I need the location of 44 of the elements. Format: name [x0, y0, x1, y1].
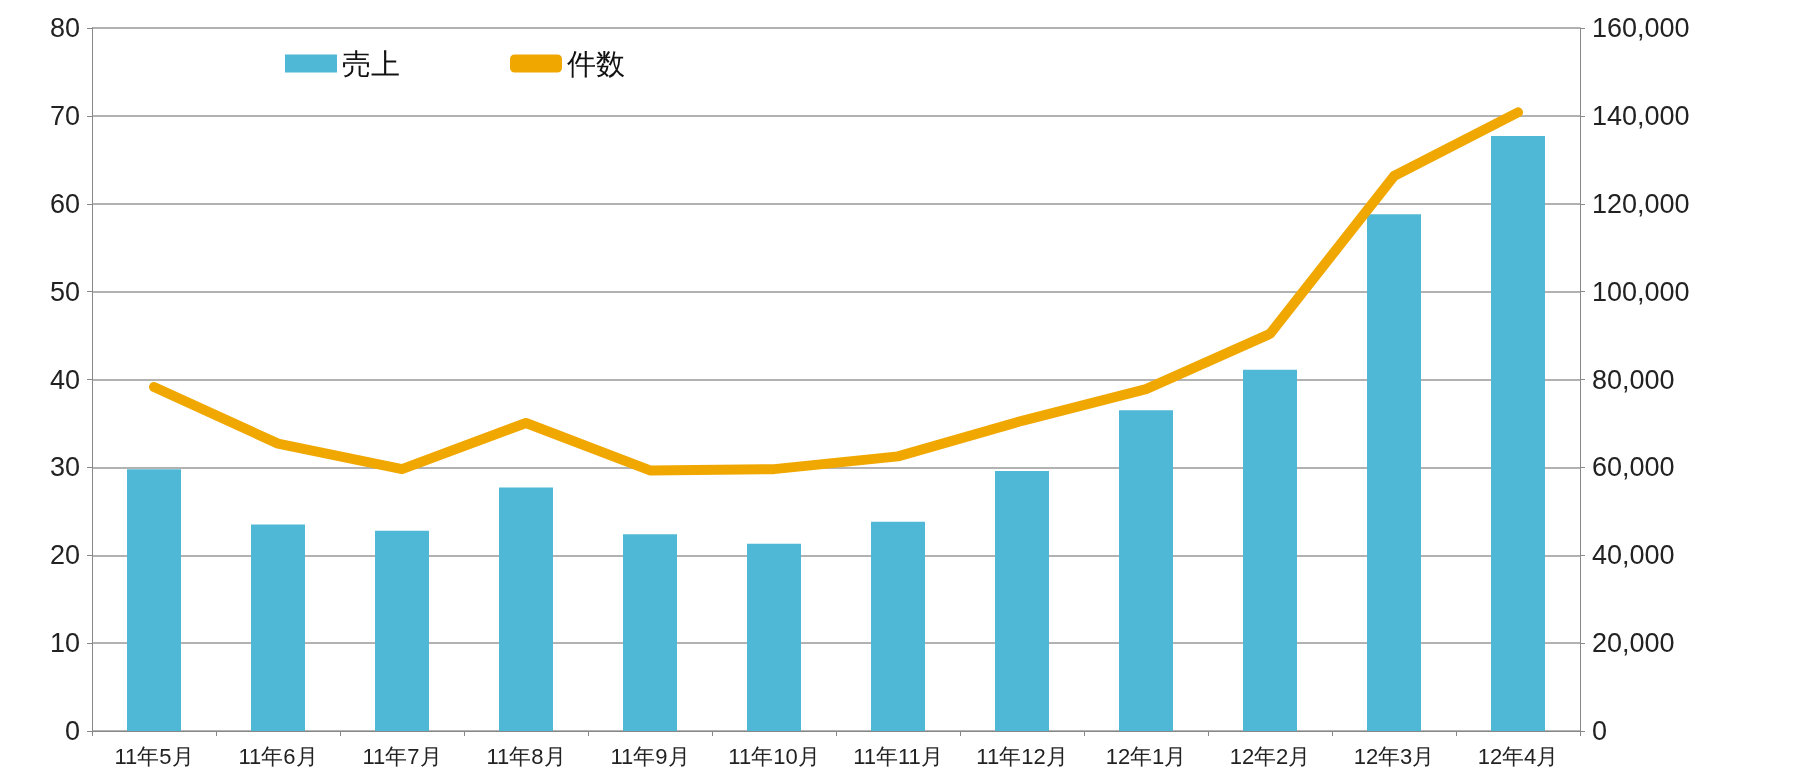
bar — [1243, 369, 1297, 731]
x-tick-label: 11年10月 — [728, 743, 820, 769]
bar — [127, 469, 181, 731]
x-tick-label: 11年9月 — [610, 743, 690, 769]
x-tick-label: 12年4月 — [1477, 743, 1559, 769]
y2-tick-label: 40,000 — [1592, 540, 1675, 571]
x-tick-label: 11年6月 — [238, 743, 318, 769]
x-tick-label: 11年12月 — [976, 743, 1068, 769]
y2-tick-label: 160,000 — [1592, 13, 1690, 43]
x-tick-label: 11年5月 — [114, 743, 194, 769]
legend-label: 売上 — [342, 47, 400, 80]
y-tick-label: 20 — [49, 540, 80, 571]
y2-tick-label: 20,000 — [1592, 628, 1675, 659]
bar — [499, 487, 553, 731]
y-tick-label: 40 — [49, 364, 80, 395]
y2-tick-label: 0 — [1592, 716, 1608, 746]
bar — [1491, 136, 1545, 731]
bar — [251, 524, 305, 731]
y2-tick-label: 140,000 — [1592, 100, 1690, 131]
bar — [375, 530, 429, 731]
y2-tick-label: 80,000 — [1592, 364, 1675, 395]
x-tick-label: 12年3月 — [1353, 743, 1435, 769]
y2-tick-label: 120,000 — [1592, 188, 1690, 219]
y-tick-label: 80 — [49, 13, 80, 43]
y-tick-label: 50 — [49, 276, 80, 307]
y2-tick-label: 60,000 — [1592, 452, 1675, 483]
x-tick-label: 12年2月 — [1229, 743, 1311, 769]
bar — [871, 521, 925, 731]
bar — [995, 470, 1049, 731]
x-tick-label: 11年7月 — [362, 743, 442, 769]
bar — [747, 543, 801, 731]
bar — [1119, 410, 1173, 731]
y-tick-label: 30 — [49, 452, 80, 483]
y2-tick-label: 100,000 — [1592, 276, 1690, 307]
bar — [1367, 214, 1421, 731]
x-tick-label: 12年1月 — [1105, 743, 1187, 769]
x-tick-label: 11年11月 — [853, 743, 943, 769]
x-tick-label: 11年8月 — [486, 743, 566, 769]
y-tick-label: 70 — [49, 100, 80, 131]
legend-label: 件数 — [567, 47, 625, 80]
y-tick-label: 10 — [49, 628, 80, 659]
bar — [623, 534, 677, 731]
y-tick-label: 60 — [49, 188, 80, 219]
y-tick-label: 0 — [64, 716, 80, 746]
